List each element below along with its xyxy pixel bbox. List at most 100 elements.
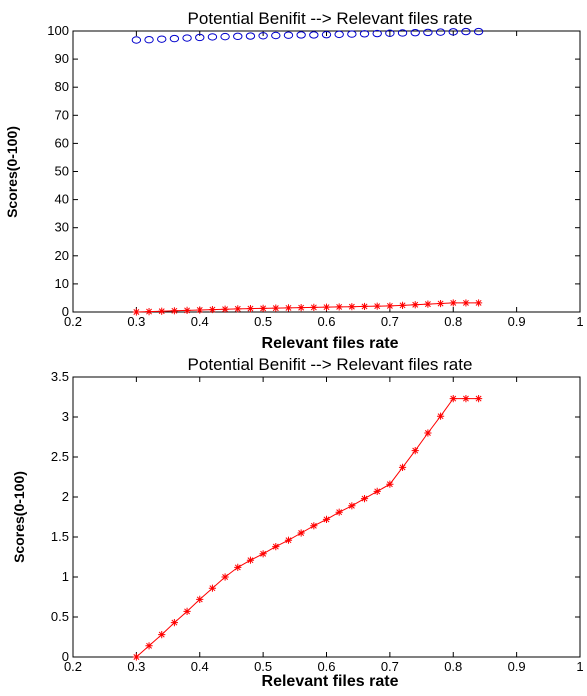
data-point	[322, 303, 331, 311]
data-point	[335, 508, 343, 516]
x-tick-label: 0.8	[444, 659, 462, 674]
data-point	[397, 29, 408, 37]
data-point	[398, 301, 407, 309]
data-point	[411, 301, 419, 309]
data-point	[132, 308, 140, 316]
y-tick-label: 80	[55, 79, 69, 94]
x-tick-label: 0.9	[508, 314, 526, 329]
data-point	[271, 31, 281, 40]
data-point	[283, 31, 294, 39]
x-tick-label: 0.3	[127, 659, 145, 674]
data-point	[297, 529, 305, 537]
y-tick-label: 1.5	[51, 529, 69, 544]
y-tick-label: 2	[62, 489, 69, 504]
data-point	[461, 27, 471, 36]
data-point	[449, 395, 457, 403]
data-point	[170, 307, 178, 315]
data-point	[348, 502, 356, 510]
x-tick-label: 0.8	[444, 314, 462, 329]
data-point	[462, 395, 470, 403]
x-tick-label: 0.2	[64, 314, 82, 329]
x-tick-label: 0.3	[127, 314, 145, 329]
data-point	[183, 607, 191, 615]
data-point	[196, 595, 204, 603]
data-point	[297, 304, 305, 312]
data-point	[284, 536, 293, 544]
y-tick-label: 90	[55, 51, 69, 66]
x-tick-label: 1	[576, 314, 583, 329]
data-point	[158, 631, 166, 639]
data-point	[475, 299, 483, 307]
data-point	[385, 29, 395, 37]
data-point	[348, 303, 356, 311]
data-point	[234, 305, 242, 313]
series-line	[136, 398, 479, 658]
data-point	[309, 31, 319, 39]
plot-area: 0.2 0.3 0.4 0.5 0.6 0.7 0.8 0.9 1 0 0.5 1 1.5 2 2.5 3 3.…	[51, 369, 584, 674]
x-tick-label: 0.7	[381, 659, 399, 674]
data-point	[182, 34, 192, 42]
data-point	[272, 304, 280, 312]
data-point	[322, 515, 331, 523]
data-point	[158, 307, 166, 315]
x-tick-label: 0.9	[508, 659, 526, 674]
y-tick-label: 2.5	[51, 449, 69, 464]
y-tick-label: 0	[62, 649, 69, 664]
data-point	[435, 28, 446, 36]
y-tick-label: 40	[55, 192, 69, 207]
data-point	[272, 543, 280, 551]
data-point	[473, 27, 484, 36]
data-point	[246, 305, 255, 313]
chart-top: Potential Benifit --> Relevant files rat…	[4, 9, 584, 352]
y-tick-label: 20	[55, 248, 69, 263]
data-point	[359, 30, 370, 38]
data-point	[360, 495, 369, 503]
data-point	[145, 308, 153, 316]
data-point	[220, 32, 230, 41]
data-point	[436, 412, 445, 420]
x-tick-label: 0.4	[191, 659, 209, 674]
data-point	[334, 30, 344, 39]
data-point	[462, 299, 470, 307]
data-point	[424, 300, 432, 308]
data-point	[284, 304, 293, 312]
data-point	[195, 33, 205, 42]
x-tick-label: 0.4	[191, 314, 209, 329]
y-tick-label: 1	[62, 569, 69, 584]
y-tick-label: 100	[47, 23, 69, 38]
x-tick-label: 0.6	[317, 314, 335, 329]
data-point	[183, 306, 191, 314]
data-point	[373, 302, 381, 310]
y-tick-label: 3.5	[51, 369, 69, 384]
x-axis-label: Relevant files rate	[262, 335, 399, 352]
data-point	[347, 30, 357, 38]
x-tick-label: 0.2	[64, 659, 82, 674]
data-point	[475, 395, 483, 403]
y-axis-label: Scores(0-100)	[4, 126, 20, 218]
y-tick-label: 10	[55, 276, 69, 291]
y-tick-label: 0.5	[51, 609, 69, 624]
data-point	[132, 653, 140, 661]
data-point	[310, 303, 318, 311]
data-point	[321, 30, 332, 39]
y-tick-label: 3	[62, 409, 69, 424]
x-tick-label: 0.6	[317, 659, 335, 674]
data-point	[208, 305, 217, 314]
data-point	[245, 32, 256, 40]
plot-area: 0.2 0.3 0.4 0.5 0.6 0.7 0.8 0.9 1010203040506070…	[47, 23, 583, 329]
chart-bottom: Potential Benifit --> Relevant files rat…	[11, 355, 584, 690]
data-point	[233, 32, 243, 41]
data-point	[221, 305, 229, 313]
data-point	[436, 299, 445, 308]
data-point	[410, 28, 420, 37]
data-point	[157, 35, 167, 43]
data-point	[259, 304, 267, 312]
data-point	[310, 522, 318, 530]
data-point	[144, 36, 154, 44]
data-point	[360, 302, 369, 311]
y-tick-label: 70	[55, 107, 69, 122]
y-tick-label: 30	[55, 220, 69, 235]
data-point	[373, 487, 381, 495]
data-point	[423, 28, 433, 37]
